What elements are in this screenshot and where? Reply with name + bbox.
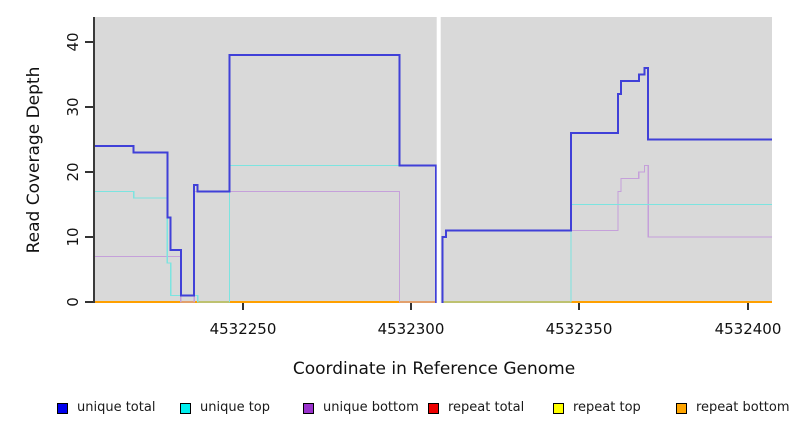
legend-label-repeat-total: repeat total	[448, 400, 525, 415]
legend-swatch-unique-total	[57, 403, 68, 414]
y-axis-title: Read Coverage Depth	[24, 66, 44, 254]
series-line-unique-top	[441, 203, 772, 303]
legend-swatch-repeat-total	[428, 403, 439, 414]
x-axis-tick	[410, 303, 412, 310]
x-axis-tick-label: 4532300	[377, 320, 445, 338]
legend-label-unique-top: unique top	[200, 400, 271, 415]
y-axis-tick-label: 0	[64, 297, 82, 307]
y-axis-tick	[85, 41, 93, 43]
x-axis-tick-label: 4532400	[714, 320, 782, 338]
x-axis-tick	[578, 303, 580, 310]
legend-swatch-repeat-bottom	[676, 403, 687, 414]
y-axis-tick-label: 30	[64, 97, 82, 117]
y-axis-tick	[85, 301, 93, 303]
coverage-lines-svg	[95, 17, 772, 303]
x-axis-tick	[242, 303, 244, 310]
y-axis-tick-label: 10	[64, 227, 82, 247]
y-axis-tick-label: 40	[64, 32, 82, 52]
legend-label-unique-bottom: unique bottom	[323, 400, 419, 415]
x-axis-tick	[747, 303, 749, 310]
legend-label-unique-total: unique total	[77, 400, 156, 415]
legend-swatch-unique-bottom	[303, 403, 314, 414]
x-axis-tick-label: 4532250	[209, 320, 277, 338]
x-axis-tick-label: 4532350	[545, 320, 613, 338]
series-line-unique-total	[441, 67, 772, 303]
legend-swatch-unique-top	[180, 403, 191, 414]
legend-swatch-repeat-top	[553, 403, 564, 414]
y-axis-tick	[85, 236, 93, 238]
y-axis-tick-label: 20	[64, 162, 82, 182]
series-line-unique-total	[95, 54, 437, 303]
plot-panel-bg	[95, 17, 772, 303]
legend-label-repeat-top: repeat top	[573, 400, 641, 415]
no-data-gap-stripe	[436, 17, 441, 303]
y-axis-tick	[85, 106, 93, 108]
x-axis-title: Coordinate in Reference Genome	[292, 359, 576, 379]
legend-label-repeat-bottom: repeat bottom	[696, 400, 790, 415]
plot-panel	[93, 17, 772, 303]
y-axis-tick	[85, 171, 93, 173]
